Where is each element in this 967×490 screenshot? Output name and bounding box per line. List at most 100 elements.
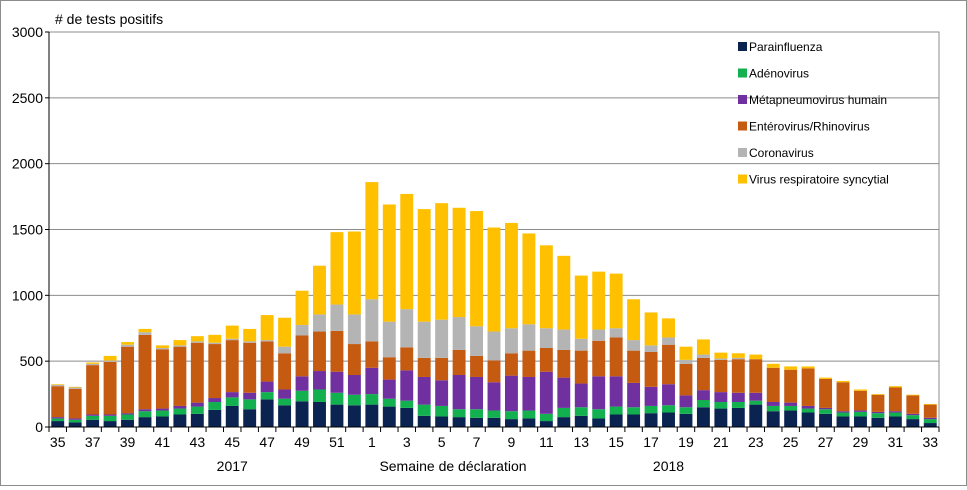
bar-segment <box>225 405 239 427</box>
bar-segment <box>435 405 449 417</box>
x-tick-label: 11 <box>539 434 554 450</box>
bar-segment <box>923 404 937 418</box>
bar-segment <box>714 392 728 402</box>
bar-segment <box>504 353 518 376</box>
bar-segment <box>330 392 344 405</box>
x-tick-label: 21 <box>713 434 729 450</box>
bar-segment <box>609 328 623 338</box>
bar-segment <box>609 337 623 377</box>
bar-segment <box>51 386 65 418</box>
bar-segment <box>627 414 641 427</box>
year-label: 2018 <box>653 458 684 474</box>
bar-segment <box>435 319 449 358</box>
bar-segment <box>452 417 466 427</box>
legend-swatch <box>738 148 747 157</box>
bar-segment <box>644 312 658 346</box>
bar-segment <box>330 404 344 427</box>
bar-segment <box>138 334 152 410</box>
bar-segment <box>452 207 466 318</box>
bar-segment <box>557 329 571 350</box>
bar-segment <box>888 387 902 412</box>
bar-segment <box>906 415 920 420</box>
bar-segment <box>923 403 937 405</box>
legend-entry: Métapneumovirus humain <box>749 93 887 107</box>
bar-segment <box>749 354 763 360</box>
bar-segment <box>627 299 641 341</box>
bar-segment <box>313 331 326 372</box>
x-tick-labels: 35 37 39 41 43 45 47 49 51 1 3 5 7 9 11 13 15 17 19 21 23 25 2… <box>50 434 938 450</box>
bar-segment <box>854 389 867 391</box>
bar-segment <box>696 400 710 408</box>
bar-segment <box>470 409 484 418</box>
bar-segment <box>522 324 536 351</box>
bar-segment <box>417 321 431 358</box>
bar-segment <box>766 363 780 368</box>
bar-segment <box>766 411 780 427</box>
bar-segment <box>347 231 361 315</box>
x-tick-label: 47 <box>259 434 275 450</box>
bar-segment <box>382 379 396 399</box>
bar-segment <box>417 357 431 377</box>
bar-segment <box>644 413 658 427</box>
bar-segment <box>539 328 553 348</box>
x-axis-title: Semaine de déclaration <box>379 458 526 474</box>
bar-segment <box>452 409 466 418</box>
bar-segment <box>138 328 152 333</box>
bar-segment <box>627 407 641 415</box>
bar-segment <box>382 357 396 380</box>
bar-segment <box>522 350 536 377</box>
bar-segment <box>347 344 361 375</box>
bar-segment <box>836 411 850 413</box>
bar-segment <box>854 390 867 411</box>
bar-segment <box>714 358 728 360</box>
bar-segment <box>644 405 658 414</box>
x-tick-label: 29 <box>853 434 869 450</box>
bar-segment <box>644 345 658 352</box>
bar-segment <box>313 389 326 402</box>
bar-segment <box>155 345 169 348</box>
bar-segment <box>103 415 117 422</box>
bar-segment <box>574 415 588 427</box>
bar-segment <box>365 367 379 395</box>
bar-segment <box>470 376 484 410</box>
bar-segment <box>609 406 623 415</box>
bar-segment <box>627 382 641 408</box>
bar-segment <box>243 399 257 410</box>
bar-segment <box>801 412 815 427</box>
bar-segment <box>574 350 588 384</box>
legend-entry: Adénovirus <box>749 67 809 81</box>
bar-segment <box>696 390 710 401</box>
bar-segment <box>313 265 326 315</box>
bar-segment <box>365 341 379 368</box>
bar-segment <box>330 371 344 393</box>
x-tick-label: 7 <box>473 434 481 450</box>
bar-segment <box>888 411 902 413</box>
bar-segment <box>400 347 414 371</box>
bar-segment <box>260 392 274 400</box>
bar-segment <box>260 399 274 427</box>
bar-segment <box>68 387 82 389</box>
bar-segment <box>487 331 501 361</box>
bar-segment <box>68 422 82 427</box>
bar-segment <box>86 414 100 416</box>
bar-segment <box>138 411 152 418</box>
bar-segment <box>784 410 798 427</box>
bar-segment <box>452 349 466 375</box>
bar-segment <box>225 340 239 393</box>
bar-segment <box>923 419 937 424</box>
bar-segment <box>906 394 920 396</box>
bar-segment <box>574 275 588 339</box>
bar-segment <box>696 407 710 427</box>
bar-segment <box>417 376 431 405</box>
y-tick-label: 2000 <box>12 156 43 172</box>
bar-segment <box>190 342 204 403</box>
bar-segment <box>906 419 920 427</box>
bar-segment <box>679 407 693 414</box>
bar-segment <box>347 394 361 406</box>
bar-segment <box>103 414 117 416</box>
bar-segment <box>260 315 274 341</box>
bar-segment <box>103 355 117 361</box>
y-tick-labels: 0 500 1000 1500 2000 2500 3000 <box>12 24 43 435</box>
bar-segment <box>574 407 588 416</box>
